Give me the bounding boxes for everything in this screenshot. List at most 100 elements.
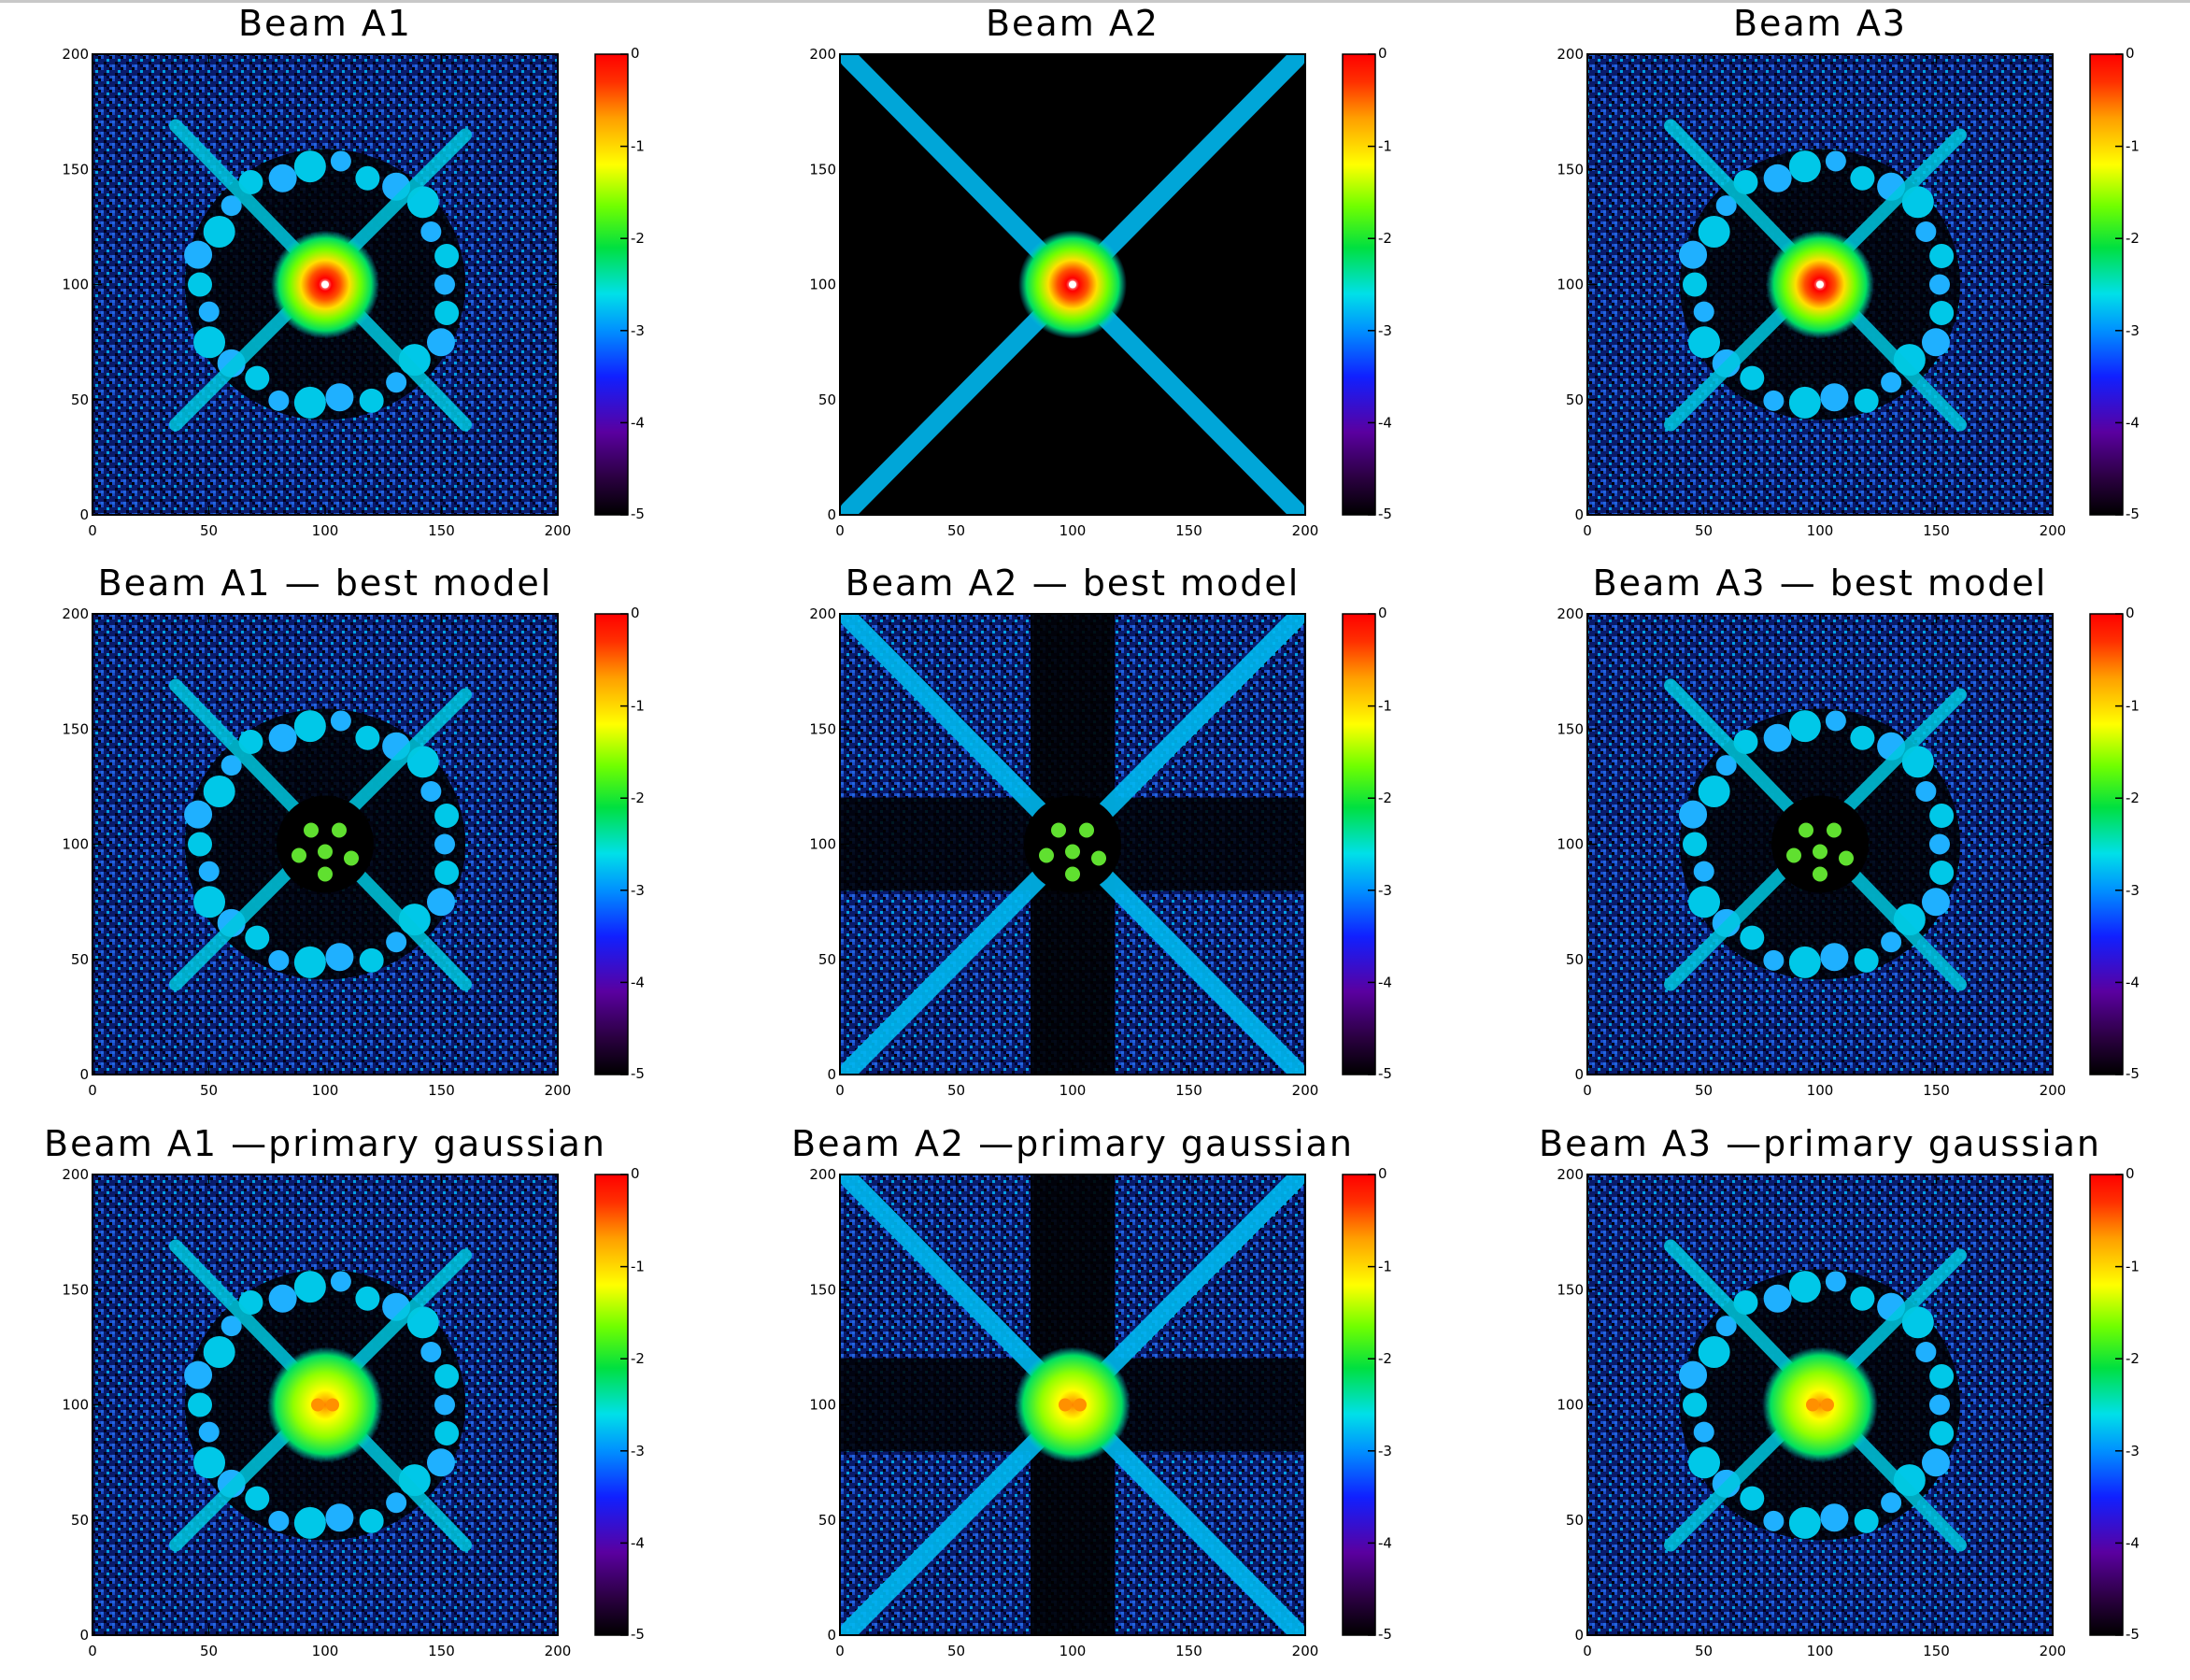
colorbar-gradient-bar	[594, 1174, 629, 1636]
core-blob	[1806, 1398, 1819, 1412]
x-tick-label: 0	[835, 1082, 845, 1099]
ring-speckle	[1788, 946, 1821, 978]
y-tick-label: 0	[1574, 1066, 1584, 1083]
x-tick-label: 150	[1923, 522, 1950, 539]
colorbar-gradient-bar	[2089, 613, 2124, 1075]
panel-6: Beam A3 — best model 0 50 100 150 200 0 50 100 15…	[1557, 562, 2140, 1099]
x-tick-label: 200	[545, 1082, 572, 1099]
x-axis: 0 50 100 150 200	[1583, 1175, 2066, 1659]
x-tick-label: 150	[1175, 1643, 1202, 1659]
core-center	[321, 280, 329, 289]
panel-2: Beam A2 0 50 100 150 200 0 50 100 150 200 0 -1 -2 -3 -4…	[809, 3, 1392, 539]
ring-speckle	[293, 946, 326, 978]
colorbar-tick-label: 0	[631, 605, 640, 621]
ring-speckle	[1740, 1486, 1765, 1511]
ring-speckle	[355, 1286, 380, 1311]
y-tick-label: 150	[62, 720, 89, 737]
ring-speckle	[1915, 1341, 1937, 1362]
colorbar-tick-label: -4	[1378, 414, 1392, 431]
colorbar-gradient-bar	[594, 613, 629, 1075]
colorbar: 0 -1 -2 -3 -4 -5	[2089, 45, 2140, 522]
x-tick-label: 100	[312, 522, 339, 539]
colorbar-tick-label: -5	[631, 505, 645, 522]
ring-speckle	[184, 240, 213, 269]
colorbar: 0 -1 -2 -3 -4 -5	[1342, 45, 1392, 522]
ring-speckle	[325, 1503, 354, 1532]
y-tick-label: 0	[827, 1627, 836, 1644]
ring-speckle	[1788, 710, 1821, 743]
panel-5: Beam A2 — best model 0 50 100 150 200 0 50 100 15…	[809, 562, 1392, 1099]
panel-title: Beam A1	[238, 3, 412, 44]
ring-speckle	[1929, 1394, 1950, 1416]
colorbar-tick-label: -4	[631, 1534, 645, 1551]
ring-speckle	[434, 244, 460, 269]
y-tick-label: 200	[809, 1166, 836, 1183]
x-tick-label: 200	[2040, 522, 2067, 539]
ring-speckle	[386, 932, 407, 953]
ring-speckle	[203, 215, 235, 248]
ring-speckle	[1854, 947, 1879, 973]
core-blob	[1074, 1398, 1087, 1412]
ring-speckle	[220, 195, 242, 217]
colorbar: 0 -1 -2 -3 -4 -5	[2089, 605, 2140, 1082]
ring-speckle	[1881, 932, 1902, 953]
ring-speckle	[1929, 860, 1955, 885]
ring-speckle	[355, 165, 380, 191]
ring-speckle	[193, 326, 226, 359]
residual-blob	[332, 822, 347, 838]
y-tick-label: 0	[1574, 1627, 1584, 1644]
x-axis: 0 50 100 150 200	[835, 54, 1318, 539]
y-tick-label: 0	[79, 1627, 89, 1644]
x-tick-label: 150	[428, 1082, 455, 1099]
ring-speckle	[293, 386, 326, 419]
x-tick-label: 100	[1807, 1082, 1834, 1099]
x-tick-label: 200	[545, 522, 572, 539]
x-tick-label: 200	[1292, 522, 1319, 539]
x-axis: 0 50 100 150 200	[88, 1175, 571, 1659]
ring-speckle	[1929, 1420, 1955, 1445]
ring-speckle	[1820, 943, 1849, 972]
ring-speckle	[434, 860, 460, 885]
x-tick-label: 50	[200, 1082, 218, 1099]
residual-blob	[1786, 847, 1801, 863]
x-tick-label: 100	[1059, 1643, 1087, 1659]
colorbar-tick-label: -4	[2126, 1534, 2140, 1551]
ring-speckle	[1850, 165, 1875, 191]
ring-speckle	[386, 372, 407, 393]
colorbar-gradient-bar	[2089, 1174, 2124, 1636]
ring-speckle	[426, 328, 455, 357]
colorbar-tick-label: -5	[2126, 1626, 2140, 1643]
y-tick-label: 100	[809, 1397, 836, 1414]
ring-speckle	[184, 800, 213, 829]
colorbar-tick-label: -3	[1378, 322, 1392, 339]
speckle-ring	[184, 1271, 460, 1539]
ring-speckle	[245, 925, 270, 950]
ring-speckle	[1929, 1364, 1955, 1389]
colorbar-gradient-bar	[2089, 53, 2124, 516]
y-tick-label: 0	[79, 506, 89, 523]
ring-speckle	[355, 725, 380, 750]
colorbar-tick-label: -2	[1378, 1350, 1392, 1367]
x-tick-label: 150	[1175, 1082, 1202, 1099]
core-peak	[1762, 1346, 1878, 1463]
colorbar-tick-label: -3	[631, 882, 645, 899]
ring-speckle	[1929, 833, 1950, 855]
ring-speckle	[1693, 1421, 1714, 1443]
colorbar-tick-label: -5	[631, 1626, 645, 1643]
ring-speckle	[220, 755, 242, 776]
ring-speckle	[1688, 326, 1721, 359]
ring-speckle	[434, 804, 460, 829]
colorbar-tick-label: -3	[2126, 882, 2140, 899]
residual-blob	[318, 866, 333, 882]
ring-speckle	[1820, 1503, 1849, 1532]
ring-speckle	[268, 390, 290, 411]
ring-speckle	[434, 300, 460, 325]
colorbar-tick-label: -2	[1378, 790, 1392, 806]
colorbar-gradient-bar	[1342, 53, 1376, 516]
y-tick-label: 150	[62, 161, 89, 178]
y-tick-label: 100	[1557, 836, 1584, 853]
y-tick-label: 100	[62, 1397, 89, 1414]
x-tick-label: 50	[1695, 1643, 1713, 1659]
y-tick-label: 100	[1557, 277, 1584, 293]
ring-speckle	[1763, 390, 1785, 411]
